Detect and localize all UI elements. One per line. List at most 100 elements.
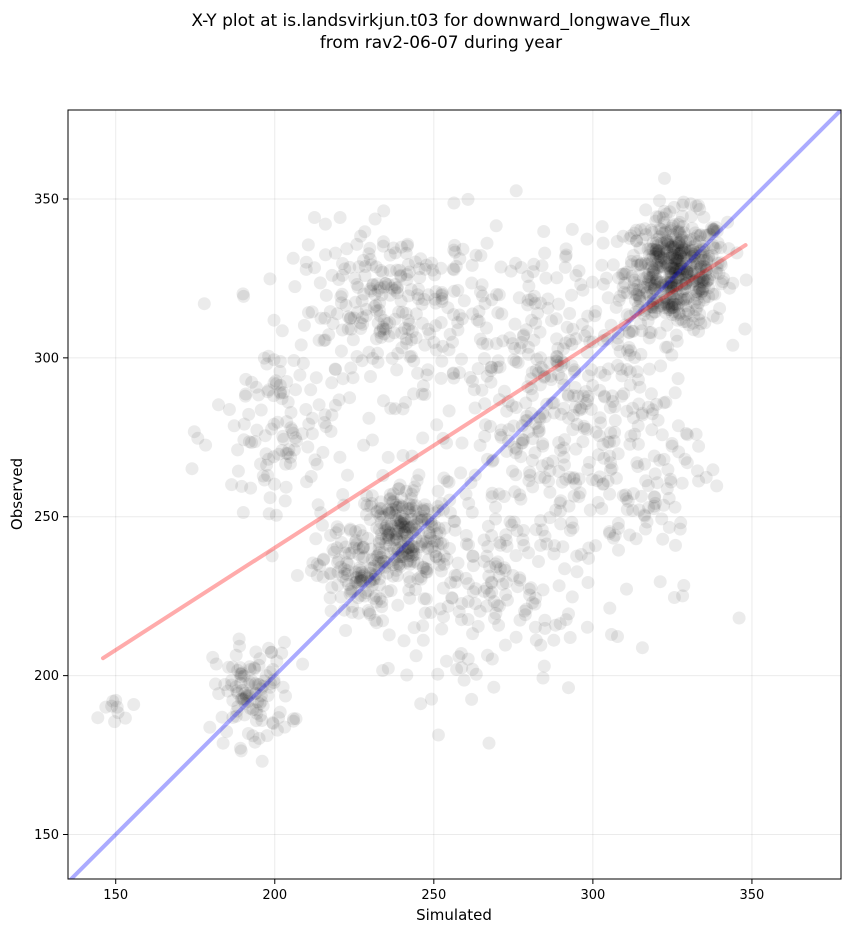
scatter-point: [237, 692, 251, 706]
scatter-point: [487, 595, 501, 609]
scatter-point: [691, 285, 704, 299]
scatter-point: [692, 313, 706, 327]
scatter-point: [407, 519, 421, 532]
scatter-point: [672, 224, 686, 238]
scatter-point: [253, 697, 267, 711]
scatter-point: [675, 241, 689, 255]
scatter-point: [480, 549, 494, 563]
scatter-point: [418, 498, 432, 512]
scatter-point: [621, 344, 634, 357]
scatter-point: [229, 709, 243, 723]
scatter-point: [366, 572, 380, 586]
scatter-point: [609, 300, 623, 314]
scatter-point: [639, 522, 652, 536]
scatter-point: [678, 282, 691, 296]
scatter-point: [543, 356, 557, 370]
scatter-point: [622, 341, 636, 354]
scatter-point: [680, 456, 694, 470]
scatter-point: [371, 504, 385, 518]
scatter-point: [689, 260, 703, 274]
scatter-point: [344, 361, 358, 375]
scatter-point: [410, 517, 424, 531]
scatter-point: [680, 291, 694, 305]
scatter-point: [239, 690, 253, 704]
scatter-point: [371, 346, 384, 360]
scatter-point: [672, 306, 686, 320]
scatter-point: [369, 298, 383, 312]
scatter-point: [372, 536, 386, 550]
scatter-point: [396, 517, 410, 530]
scatter-point: [643, 326, 656, 339]
scatter-point: [663, 472, 677, 486]
scatter-point: [402, 497, 416, 511]
scatter-point: [371, 284, 385, 298]
scatter-point: [532, 555, 545, 568]
scatter-point: [489, 512, 502, 526]
scatter-point: [360, 489, 374, 503]
scatter-point: [706, 463, 720, 477]
scatter-point: [494, 423, 508, 437]
scatter-point: [647, 301, 660, 314]
scatter-point: [523, 465, 536, 479]
scatter-point: [231, 443, 245, 457]
scatter-point: [440, 552, 454, 566]
scatter-point: [364, 284, 378, 298]
scatter-point: [684, 244, 698, 258]
scatter-point: [706, 222, 720, 236]
scatter-point: [373, 546, 387, 560]
scatter-point: [665, 270, 678, 284]
scatter-point: [672, 297, 686, 310]
scatter-point: [416, 431, 430, 445]
scatter-point: [668, 240, 682, 254]
scatter-point: [680, 252, 694, 266]
scatter-point: [127, 698, 141, 711]
scatter-point: [328, 246, 342, 260]
scatter-point: [676, 198, 690, 212]
scatter-point: [635, 232, 649, 246]
scatter-point: [386, 495, 400, 509]
scatter-point: [671, 313, 685, 327]
scatter-point: [418, 388, 432, 401]
scatter-point: [390, 281, 404, 295]
scatter-point: [558, 458, 571, 472]
scatter-point: [267, 676, 281, 689]
scatter-point: [684, 197, 698, 211]
scatter-point: [455, 597, 469, 610]
scatter-point: [645, 307, 659, 321]
scatter-point: [343, 312, 357, 326]
scatter-point: [536, 583, 550, 597]
scatter-point: [438, 521, 452, 535]
scatter-point: [334, 296, 348, 310]
scatter-point: [261, 689, 275, 703]
scatter-point: [380, 566, 394, 580]
scatter-point: [276, 429, 290, 443]
scatter-point: [668, 297, 682, 311]
scatter-point: [222, 660, 236, 674]
scatter-point: [387, 542, 401, 556]
scatter-point: [394, 514, 408, 528]
scatter-point: [408, 255, 422, 269]
scatter-point: [435, 287, 449, 301]
scatter-point: [661, 463, 675, 477]
scatter-point: [235, 692, 249, 706]
scatter-point: [374, 264, 388, 277]
scatter-point: [669, 283, 683, 297]
scatter-point: [646, 296, 660, 310]
scatter-point: [633, 258, 647, 272]
scatter-point: [406, 499, 420, 512]
scatter-point: [549, 503, 563, 517]
scatter-point: [646, 265, 660, 279]
scatter-point: [631, 299, 645, 313]
scatter-point: [700, 253, 714, 267]
scatter-point: [492, 487, 506, 501]
scatter-point: [267, 673, 281, 687]
scatter-point: [524, 581, 538, 595]
scatter-point: [435, 622, 449, 636]
scatter-point: [252, 388, 265, 402]
scatter-point: [339, 624, 353, 637]
scatter-point: [252, 658, 266, 672]
scatter-point: [664, 247, 678, 261]
scatter-point: [666, 228, 680, 242]
scatter-point: [418, 512, 432, 526]
scatter-point: [377, 394, 390, 408]
